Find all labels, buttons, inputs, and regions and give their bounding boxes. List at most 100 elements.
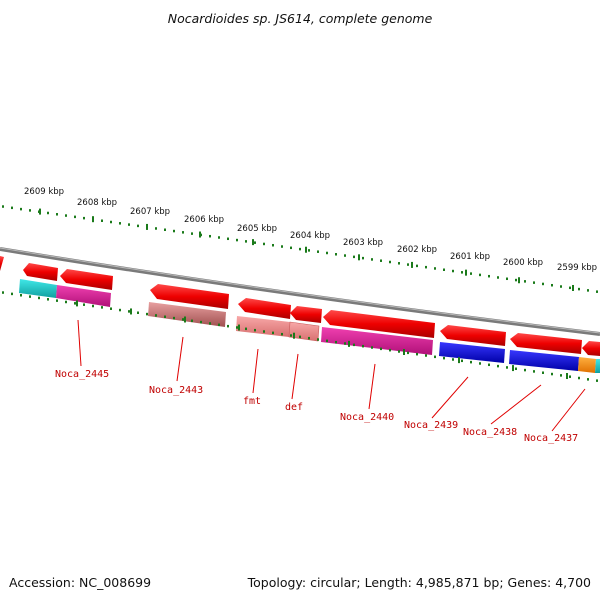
tick-mark — [83, 303, 85, 306]
gene-label[interactable]: Noca_2445 — [55, 369, 109, 380]
tick-mark — [281, 245, 283, 248]
tick-mark — [353, 343, 355, 347]
major-tick-mark — [358, 254, 360, 261]
tick-mark — [74, 302, 76, 305]
major-tick-mark — [39, 208, 41, 215]
tick-mark — [335, 340, 337, 344]
tick-mark — [245, 240, 247, 243]
tick-mark — [56, 213, 58, 216]
tick-mark — [479, 273, 481, 277]
tick-mark — [515, 367, 517, 371]
cds-arrow[interactable] — [238, 298, 291, 319]
gene-label[interactable]: fmt — [243, 396, 261, 407]
tick-mark — [299, 335, 301, 339]
tick-mark — [497, 364, 499, 368]
tick-mark — [443, 356, 445, 360]
cog-block[interactable] — [439, 342, 505, 363]
cog-block[interactable] — [148, 302, 226, 327]
major-tick-mark — [566, 373, 568, 380]
cds-arrow[interactable] — [0, 256, 4, 271]
gene-label[interactable]: Noca_2440 — [340, 412, 394, 423]
gene-label[interactable]: Noca_2443 — [149, 385, 203, 396]
cds-arrow[interactable] — [290, 306, 322, 323]
tick-mark — [560, 374, 562, 377]
scale-label: 2599 kbp — [557, 263, 597, 273]
scale-label: 2603 kbp — [343, 238, 383, 248]
tick-mark — [326, 339, 328, 343]
tick-mark — [227, 237, 229, 241]
tick-mark — [326, 251, 328, 255]
major-tick-mark — [572, 284, 574, 291]
scale-label: 2609 kbp — [24, 187, 64, 197]
tick-mark — [254, 328, 256, 332]
tick-mark — [308, 249, 310, 252]
major-tick-mark — [458, 357, 460, 364]
leader-line — [551, 388, 586, 432]
cog-block[interactable] — [19, 279, 57, 298]
tick-mark — [461, 271, 463, 274]
tick-mark — [209, 234, 211, 238]
cog-block[interactable] — [578, 357, 596, 373]
outer-tick-ring — [2, 205, 598, 293]
cds-arrow[interactable] — [582, 341, 600, 356]
major-tick-mark — [146, 223, 148, 230]
tick-mark — [569, 286, 571, 290]
inner-major-ticks — [76, 300, 568, 380]
tick-mark — [317, 250, 319, 253]
leader-line — [490, 384, 542, 425]
tick-mark — [245, 327, 247, 331]
leader-line — [291, 353, 299, 400]
tick-mark — [128, 310, 130, 313]
scale-label: 2608 kbp — [77, 198, 117, 208]
tick-mark — [65, 300, 67, 304]
gene-leaders — [77, 319, 586, 432]
tick-mark — [2, 291, 4, 294]
gene-label[interactable]: Noca_2438 — [463, 427, 517, 438]
tick-mark — [20, 293, 22, 297]
tick-mark — [578, 376, 580, 380]
cds-arrow[interactable] — [60, 269, 113, 290]
tick-mark — [110, 220, 112, 224]
cog-block[interactable] — [56, 285, 111, 307]
tick-mark — [596, 290, 598, 293]
tick-mark — [578, 287, 580, 291]
tick-mark — [596, 379, 598, 382]
tick-mark — [425, 265, 427, 269]
tick-mark — [317, 338, 319, 341]
tick-mark — [74, 215, 76, 219]
tick-mark — [389, 260, 391, 264]
tick-mark — [272, 331, 274, 335]
tick-mark — [416, 264, 418, 268]
cog-block[interactable] — [321, 327, 433, 355]
inner-tick-ring — [2, 291, 598, 382]
tick-mark — [470, 272, 472, 275]
gene-label[interactable]: Noca_2437 — [524, 433, 578, 444]
major-tick-mark — [92, 216, 94, 223]
gene-label[interactable]: def — [285, 402, 303, 413]
cog-block[interactable] — [236, 316, 290, 337]
cog-block[interactable] — [509, 350, 579, 371]
tick-mark — [110, 307, 112, 310]
cds-arrow[interactable] — [440, 325, 506, 346]
cds-arrow[interactable] — [323, 310, 435, 338]
tick-mark — [47, 211, 49, 215]
tick-mark — [308, 336, 310, 340]
major-tick-mark — [348, 340, 350, 347]
tick-mark — [155, 314, 157, 317]
cds-arrow[interactable] — [510, 333, 582, 354]
cog-block[interactable] — [595, 359, 600, 373]
tick-mark — [497, 276, 499, 279]
cds-arrow[interactable] — [23, 263, 58, 281]
cog-block[interactable] — [288, 321, 320, 342]
tick-mark — [200, 320, 202, 324]
cds-arrow[interactable] — [150, 284, 229, 309]
tick-mark — [272, 243, 274, 247]
tick-mark — [371, 258, 373, 261]
tick-mark — [128, 223, 130, 226]
gene-label[interactable]: Noca_2439 — [404, 420, 458, 431]
tick-mark — [416, 352, 418, 356]
tick-mark — [380, 347, 382, 351]
tick-mark — [551, 372, 553, 376]
tick-mark — [443, 268, 445, 271]
tick-mark — [470, 360, 472, 364]
